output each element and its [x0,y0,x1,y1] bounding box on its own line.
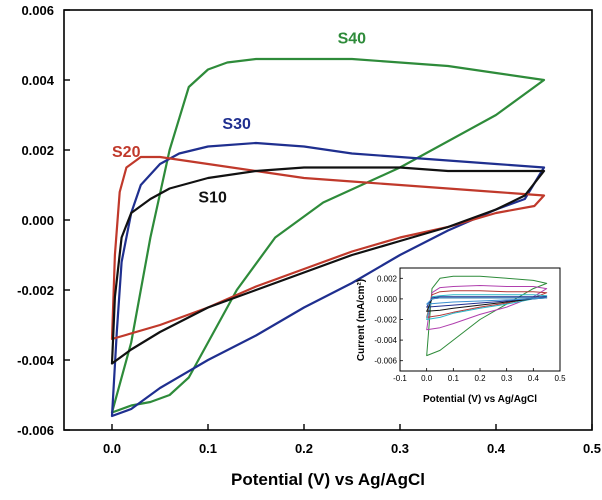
series-label-s10: S10 [198,190,227,207]
inset-series-group [426,275,548,357]
y-tick-label: -0.004 [17,353,55,368]
x-tick-label: 0.3 [501,374,513,383]
series-line-2 [426,290,548,318]
y-tick-label: 0.000 [377,295,398,304]
x-tick-label: 0.5 [583,441,601,456]
series-label-s20: S20 [112,144,141,161]
y-tick-label: -0.006 [374,357,397,366]
series-line-4 [426,296,548,308]
main-series-labels: S40 S30 S20 S10 [112,30,366,206]
x-tick-label: 0.0 [103,441,121,456]
y-tick-label: -0.006 [17,423,54,438]
x-tick-label: 0.4 [528,374,540,383]
x-tick-label: 0.2 [295,441,313,456]
y-tick-label: 0.006 [21,3,54,18]
x-tick-label: 0.2 [474,374,486,383]
series-line-s30 [110,141,546,418]
series-line-6 [426,297,548,305]
main-series-group [110,57,546,418]
series-line-1 [426,285,548,331]
series-line-s20 [110,155,546,341]
y-tick-label: -0.002 [374,316,397,325]
main-x-axis-title: Potential (V) vs Ag/AgCl [231,470,425,489]
x-tick-label: 0.5 [554,374,566,383]
y-tick-label: 0.004 [21,73,54,88]
x-tick-label: 0.1 [199,441,217,456]
series-label-s30: S30 [222,116,251,133]
series-label-s40: S40 [338,30,367,47]
x-tick-label: 0.3 [391,441,409,456]
x-tick-label: 0.4 [487,441,506,456]
series-line-0 [426,275,548,357]
series-line-s10 [110,166,546,365]
y-tick-label: 0.000 [21,213,54,228]
y-tick-label: -0.002 [17,283,54,298]
series-line-3 [426,294,548,320]
x-tick-label: 0.0 [421,374,433,383]
series-line-s40 [110,57,546,414]
x-tick-label: 0.1 [448,374,460,383]
y-tick-label: 0.002 [21,143,54,158]
inset-axis-ticks: -0.1 0.0 0.1 0.2 0.3 0.4 0.5 0.002 0.000 -0.002 -0… [374,274,566,383]
inset-x-axis-title: Potential (V) vs Ag/AgCl [423,394,537,405]
main-axis-ticks: 0.0 0.1 0.2 0.3 0.4 0.5-0.006-0.004-0.0020.00… [17,3,601,456]
x-tick-label: -0.1 [393,374,407,383]
inset-y-axis-title: Current (mA/cm²) [356,279,367,361]
y-tick-label: -0.004 [374,336,397,345]
y-tick-label: 0.002 [377,274,398,283]
